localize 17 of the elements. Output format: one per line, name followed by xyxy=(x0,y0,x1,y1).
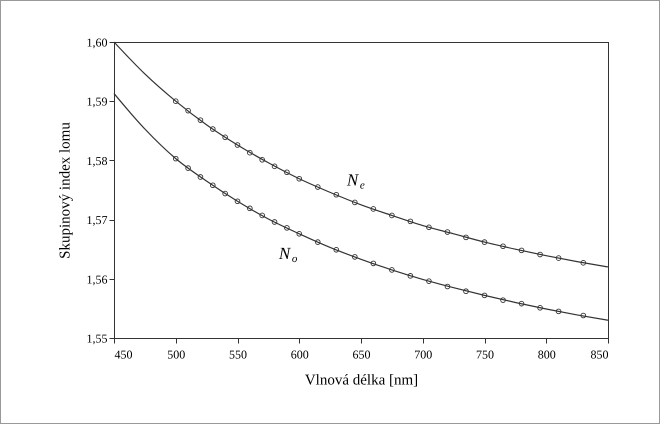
x-tick-label: 550 xyxy=(229,348,247,362)
x-tick-label: 700 xyxy=(414,348,432,362)
x-tick-label: 600 xyxy=(290,348,309,362)
x-tick-label: 750 xyxy=(476,348,494,362)
x-axis-title: Vlnová délka [nm] xyxy=(304,372,418,388)
x-tick-label: 650 xyxy=(352,348,370,362)
x-tick-label: 450 xyxy=(114,348,132,362)
x-tick-label: 800 xyxy=(538,348,556,362)
x-tick-label: 500 xyxy=(167,348,186,362)
y-tick-label: 1,60 xyxy=(86,36,108,50)
y-tick-label: 1,55 xyxy=(86,332,108,346)
y-tick-label: 1,56 xyxy=(86,272,108,286)
y-tick-label: 1,59 xyxy=(86,94,108,109)
y-tick-label: 1,57 xyxy=(86,213,108,228)
y-tick-label: 1,58 xyxy=(86,154,108,168)
y-axis-title: Skupinový index lomu xyxy=(58,122,74,259)
x-tick-label: 850 xyxy=(590,348,608,362)
